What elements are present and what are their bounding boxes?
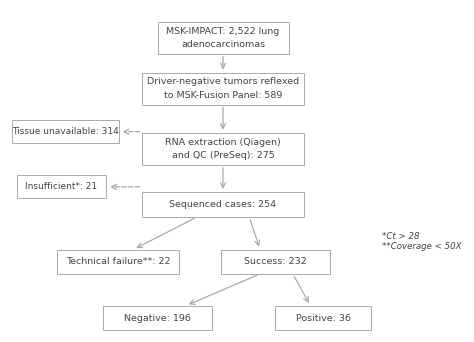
Text: adenocarcinomas: adenocarcinomas (181, 40, 265, 49)
FancyBboxPatch shape (17, 175, 106, 198)
FancyBboxPatch shape (142, 192, 304, 217)
Text: RNA extraction (Qiagen): RNA extraction (Qiagen) (165, 138, 281, 147)
FancyBboxPatch shape (12, 120, 119, 143)
Text: *Ct > 28
**Coverage < 50X: *Ct > 28 **Coverage < 50X (383, 232, 462, 251)
FancyBboxPatch shape (221, 250, 330, 274)
FancyBboxPatch shape (157, 22, 289, 54)
Text: Negative: 196: Negative: 196 (124, 314, 191, 323)
FancyBboxPatch shape (275, 306, 372, 330)
Text: Sequenced cases: 254: Sequenced cases: 254 (170, 200, 277, 209)
Text: Tissue unavailable: 314: Tissue unavailable: 314 (12, 127, 119, 136)
Text: Success: 232: Success: 232 (244, 257, 307, 266)
FancyBboxPatch shape (103, 306, 212, 330)
Text: and QC (PreSeq): 275: and QC (PreSeq): 275 (172, 152, 274, 160)
Text: MSK-IMPACT: 2,522 lung: MSK-IMPACT: 2,522 lung (166, 27, 280, 36)
Text: Positive: 36: Positive: 36 (296, 314, 351, 323)
FancyBboxPatch shape (142, 133, 304, 165)
Text: Driver-negative tumors reflexed: Driver-negative tumors reflexed (147, 77, 299, 87)
Text: to MSK-Fusion Panel: 589: to MSK-Fusion Panel: 589 (164, 91, 282, 100)
FancyBboxPatch shape (57, 250, 179, 274)
FancyBboxPatch shape (142, 73, 304, 105)
Text: Technical failure**: 22: Technical failure**: 22 (66, 257, 171, 266)
Text: Insufficient*: 21: Insufficient*: 21 (26, 182, 98, 191)
